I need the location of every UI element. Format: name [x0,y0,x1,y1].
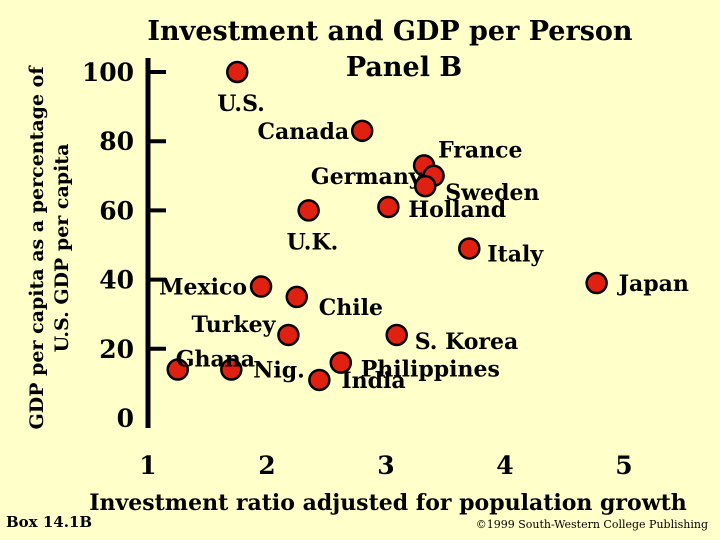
x-tick-label: 4 [496,451,513,480]
point-label: Italy [487,241,544,267]
copyright-text: ©1999 South-Western College Publishing [476,518,708,531]
y-tick-label: 0 [117,404,134,433]
point-label: Ghana [176,347,255,373]
data-point [585,271,608,295]
point-label: Turkey [191,312,276,338]
box-label: Box 14.1B [6,513,92,531]
x-ticks: 1 2 3 4 5 [139,451,632,480]
chart-subtitle: Panel B [346,52,462,83]
data-point [220,358,243,381]
point-label: U.K. [287,229,339,255]
data-point [226,60,249,84]
point-label: India [341,368,405,394]
y-axis-label-line1: GDP per capita as a percentage of [26,65,48,430]
y-tick-label: 40 [99,266,134,295]
data-point [414,174,437,198]
point-label: Sweden [445,180,539,206]
point-label: U.S. [217,91,265,117]
x-tick-label: 3 [377,451,394,480]
y-tick-label: 80 [99,127,134,156]
data-point [297,199,320,222]
data-point [350,119,374,143]
y-tick-label: 20 [99,335,134,364]
data-point [285,285,308,309]
data-points [166,60,608,392]
point-label: Germany [311,164,423,190]
data-point [277,323,300,347]
y-tick-label: 60 [99,196,134,225]
chart-title: Investment and GDP per Person [147,16,632,47]
data-point [385,323,408,347]
point-label: France [438,137,522,163]
point-label: S. Korea [415,329,519,355]
y-ticks: 0 20 40 60 80 100 [82,58,166,433]
data-point [166,358,189,381]
data-point [308,368,331,392]
data-point [458,237,481,260]
x-tick-label: 1 [139,451,156,480]
data-point [249,275,273,298]
point-label: Mexico [159,275,247,301]
point-label: Nig. [253,358,305,384]
point-label: Holland [408,197,506,223]
x-tick-label: 5 [615,451,632,480]
point-label: Japan [617,271,689,297]
data-point [377,195,400,219]
point-label: Philippines [361,357,500,383]
data-point [329,351,353,374]
x-axis-label: Investment ratio adjusted for population… [89,490,687,516]
point-label: Chile [319,295,383,321]
y-axis-label-line2: U.S. GDP per capita [51,144,73,353]
y-tick-label: 100 [82,58,134,87]
point-label: Canada [258,119,350,145]
x-tick-label: 2 [258,451,275,480]
